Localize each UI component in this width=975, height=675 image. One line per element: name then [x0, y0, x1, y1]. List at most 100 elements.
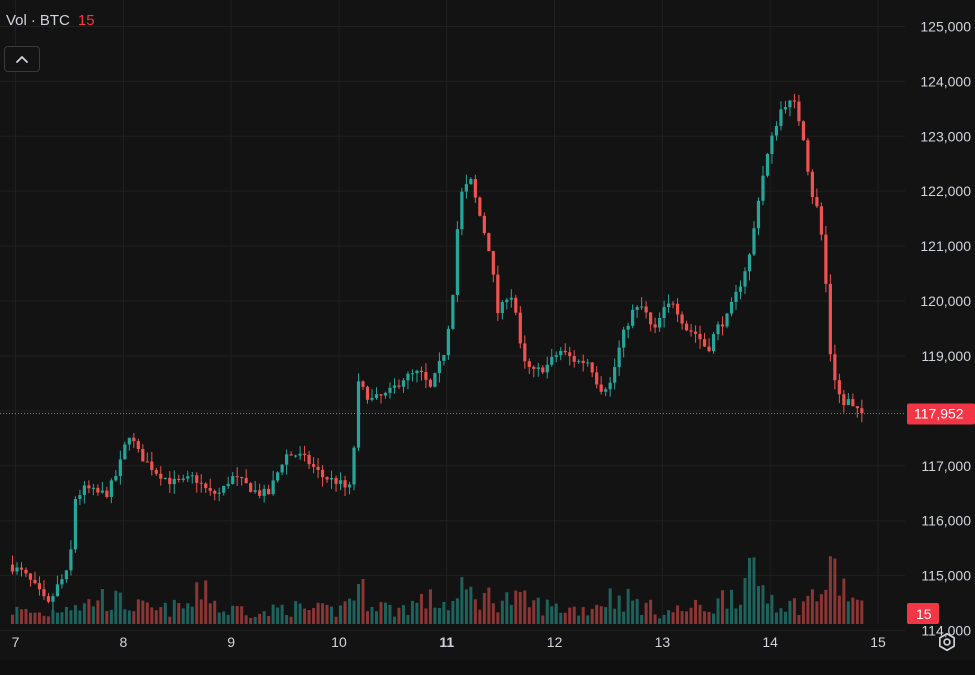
candle-body	[783, 107, 788, 110]
volume-bar	[366, 611, 370, 624]
candle-body	[729, 301, 734, 314]
volume-bar	[478, 609, 482, 624]
candle-body	[828, 283, 832, 355]
volume-bar	[761, 585, 765, 624]
volume-bar	[806, 595, 810, 624]
time-axis-label: 10	[331, 634, 347, 650]
candle-body	[707, 346, 711, 352]
volume-bar	[855, 599, 859, 624]
volume-bar	[69, 610, 73, 624]
volume-bar	[703, 611, 707, 624]
volume-bar	[150, 607, 154, 624]
volume-bar	[487, 587, 491, 624]
volume-bar	[339, 605, 343, 624]
volume-bar	[662, 615, 666, 624]
candle-body	[801, 121, 806, 141]
candle-body	[433, 373, 437, 387]
volume-bar	[694, 599, 698, 624]
price-axis-label: 115,000	[921, 568, 971, 584]
candle-body	[622, 329, 626, 348]
candle-body	[720, 324, 725, 327]
candle-body	[69, 549, 73, 571]
candle-body	[577, 360, 581, 362]
candle-body	[478, 197, 482, 216]
candle-body	[383, 392, 388, 396]
volume-bar	[28, 612, 32, 624]
volume-bar	[581, 607, 585, 624]
candle-body	[231, 476, 235, 484]
candle-body	[693, 331, 698, 334]
volume-bar	[271, 604, 275, 624]
candle-body	[127, 437, 131, 445]
candle-body	[761, 175, 765, 201]
candle-body	[253, 490, 257, 492]
settings-icon	[939, 632, 955, 652]
candle-body	[810, 171, 814, 198]
candle-body	[311, 464, 316, 467]
candle-body	[581, 360, 585, 363]
volume-bar	[226, 614, 230, 624]
chart-settings-button[interactable]	[934, 629, 960, 655]
candle-body	[509, 297, 513, 300]
volume-bar	[199, 599, 203, 624]
price-axis-label: 120,000	[920, 293, 971, 309]
time-axis-label: 7	[12, 634, 20, 650]
volume-bar	[181, 608, 185, 624]
candle-body	[617, 347, 621, 368]
volume-bar	[545, 599, 549, 624]
candle-body	[855, 406, 859, 409]
volume-bar	[824, 589, 828, 624]
volume-bar	[244, 615, 248, 624]
price-axis-label: 123,000	[920, 128, 971, 144]
price-axis-label: 121,000	[920, 238, 971, 254]
candle-body	[500, 302, 504, 314]
volume-bar	[774, 612, 778, 624]
candle-body	[352, 447, 356, 485]
volume-bar	[810, 589, 814, 624]
volume-bar	[410, 600, 414, 624]
candle-body	[837, 380, 841, 395]
volume-bar	[379, 602, 383, 624]
candle-body	[747, 254, 752, 272]
candle-body	[460, 191, 464, 230]
volume-bar	[747, 557, 751, 624]
candle-body	[599, 384, 603, 392]
volume-bar	[770, 594, 774, 624]
candle-body	[725, 313, 729, 327]
candle-body	[365, 386, 370, 400]
collapse-legend-button[interactable]	[4, 46, 40, 72]
candle-body	[523, 343, 527, 362]
time-axis-label: 8	[119, 634, 127, 650]
candle-body	[675, 303, 680, 315]
candle-body	[370, 397, 374, 400]
candle-body	[824, 234, 828, 284]
volume-bar	[401, 605, 405, 624]
volume-bar	[451, 601, 455, 624]
volume-bar	[644, 602, 648, 624]
candle-body	[563, 350, 567, 353]
time-axis[interactable]: 7 8 9 10 11 12 13 14 15	[12, 634, 886, 650]
volume-bar	[509, 604, 513, 624]
volume-bar	[801, 601, 805, 624]
volume-legend[interactable]: Vol · BTC 15	[6, 12, 95, 29]
candle-body	[55, 584, 60, 597]
volume-bar	[779, 608, 783, 624]
candle-body	[451, 294, 455, 329]
candle-body	[361, 381, 365, 387]
volume-bar	[397, 607, 401, 624]
candle-body	[559, 350, 563, 356]
candle-body	[491, 251, 495, 275]
volume-bar	[563, 612, 567, 624]
price-axis-label: 122,000	[920, 183, 971, 199]
candle-body	[473, 179, 477, 198]
candle-body	[545, 364, 549, 373]
volume-bar	[55, 612, 59, 624]
volume-bar	[374, 611, 378, 624]
candle-body	[195, 475, 199, 483]
volume-bars	[10, 556, 864, 624]
volume-bar	[46, 616, 50, 624]
candle-body	[82, 485, 86, 496]
candle-body	[536, 367, 540, 369]
